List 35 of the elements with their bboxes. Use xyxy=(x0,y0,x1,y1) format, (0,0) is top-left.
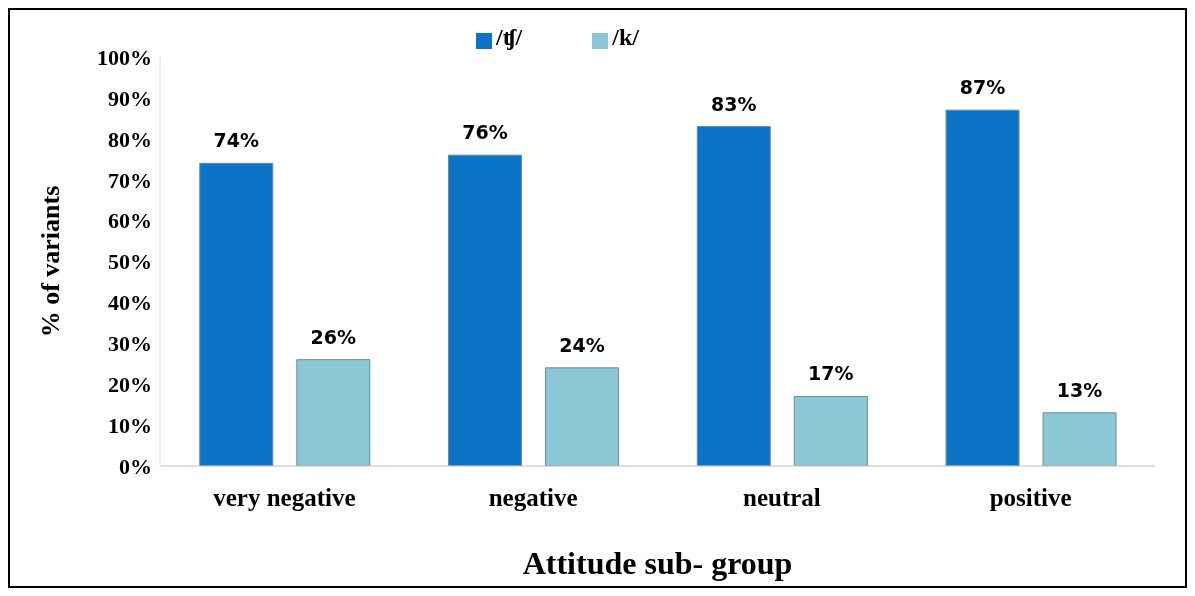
x-tick-label: very negative xyxy=(213,483,356,511)
y-tick-label: 80% xyxy=(108,126,152,152)
y-axis-title: % of variants xyxy=(36,185,66,338)
data-label: 74% xyxy=(213,129,260,152)
y-tick-label: 70% xyxy=(108,167,152,193)
y-tick-label: 100% xyxy=(97,44,152,70)
bar xyxy=(793,395,868,466)
bar xyxy=(448,154,523,466)
data-label: 13% xyxy=(1056,378,1103,401)
y-tick-label: 50% xyxy=(108,249,152,275)
legend-label: /k/ xyxy=(612,24,639,50)
data-label: 83% xyxy=(711,92,757,115)
data-label: 26% xyxy=(310,325,357,348)
bar xyxy=(1042,412,1117,466)
y-tick-label: 20% xyxy=(108,372,152,398)
data-label: 87% xyxy=(959,76,1006,99)
x-tick-label: negative xyxy=(488,483,578,511)
bar xyxy=(545,367,620,466)
x-tick-label: positive xyxy=(989,483,1072,511)
x-axis-title: Attitude sub- group xyxy=(522,545,793,581)
bar xyxy=(296,359,371,466)
bar xyxy=(945,109,1020,466)
y-tick-label: 40% xyxy=(108,290,152,316)
y-tick-label: 90% xyxy=(108,85,152,111)
y-tick-label: 10% xyxy=(108,412,152,438)
data-label: 76% xyxy=(462,121,508,144)
y-tick-label: 30% xyxy=(108,331,152,357)
bar xyxy=(199,162,274,466)
legend-label: /ʧ/ xyxy=(496,24,523,50)
bar xyxy=(696,126,771,466)
y-tick-label: 60% xyxy=(108,208,152,234)
x-tick-label: neutral xyxy=(742,483,821,511)
data-label: 24% xyxy=(559,333,605,356)
y-tick-label: 0% xyxy=(119,453,152,479)
data-label: 17% xyxy=(808,362,854,385)
